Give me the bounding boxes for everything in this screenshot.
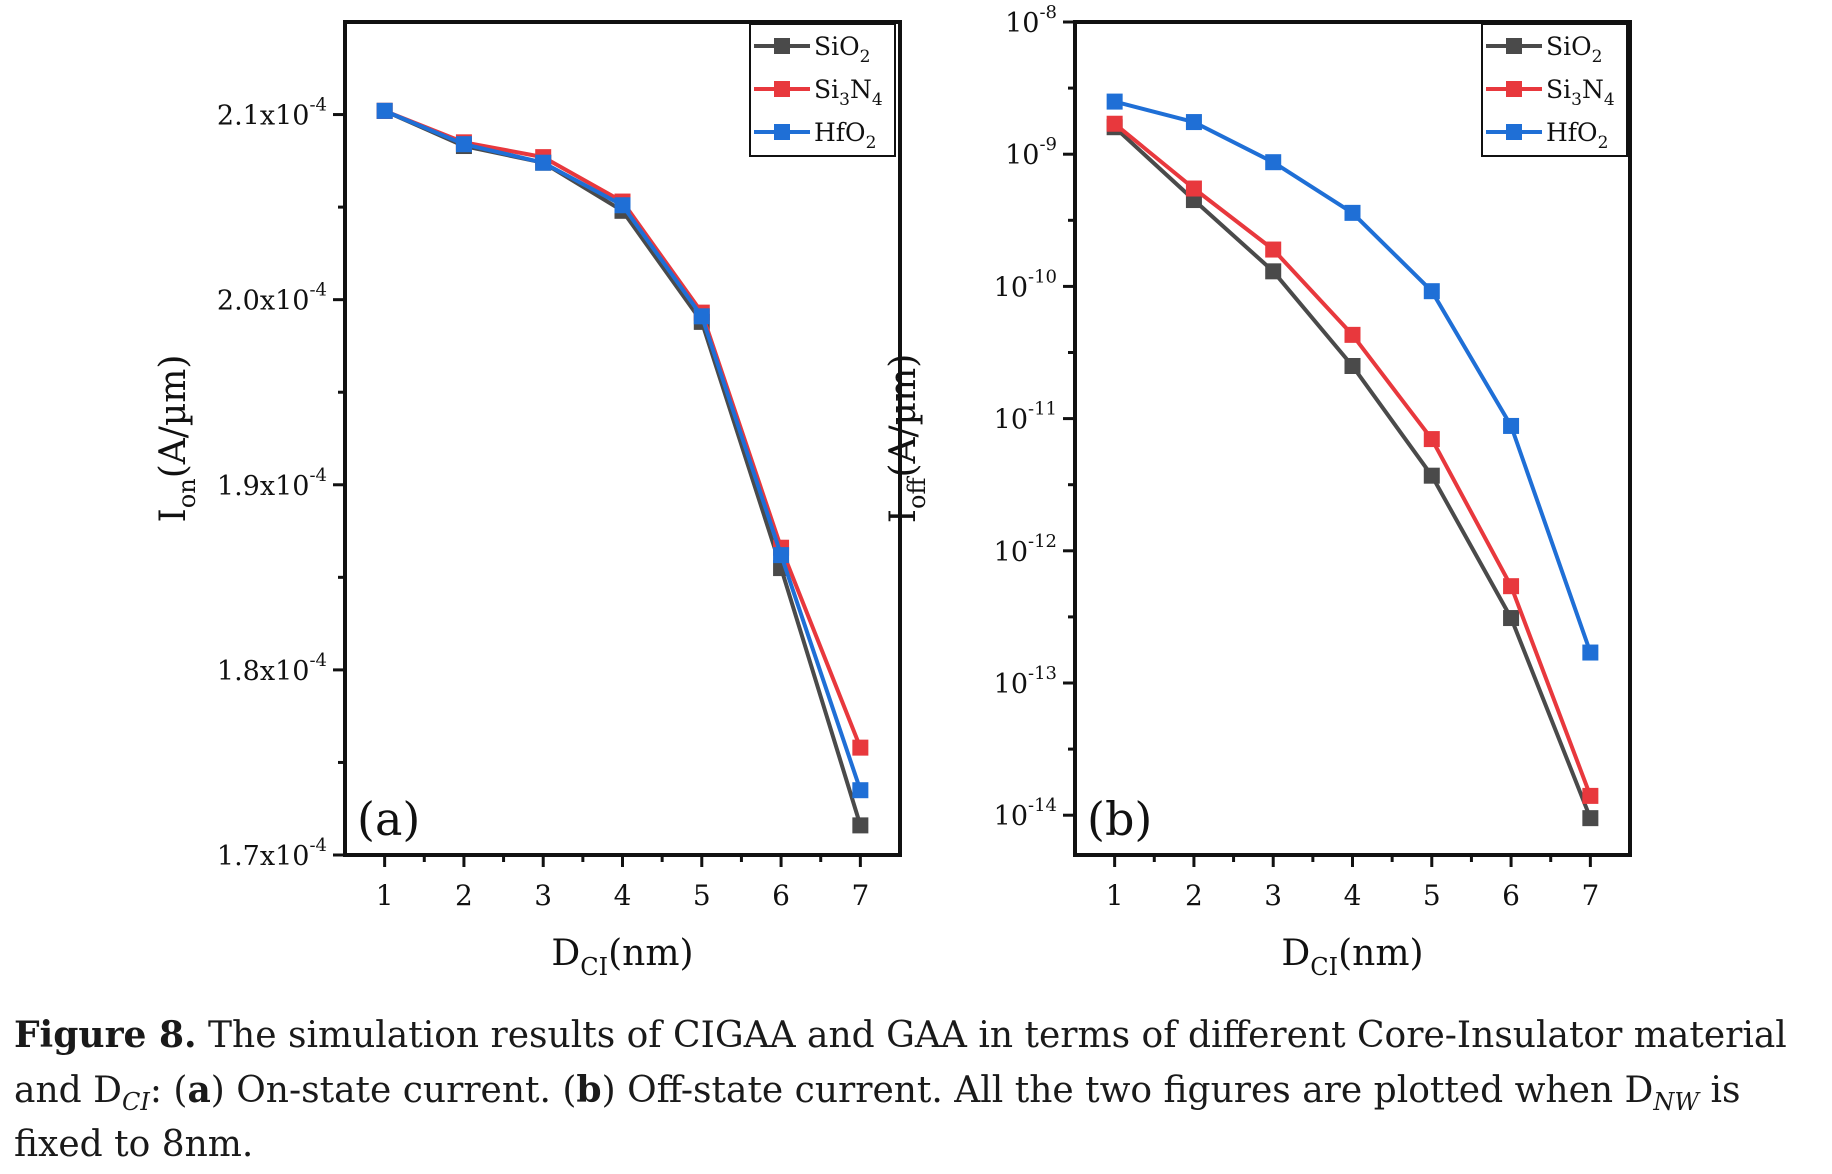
legend-marker xyxy=(1506,124,1522,140)
x-tick-label: 6 xyxy=(1502,879,1520,912)
data-point xyxy=(1423,467,1440,484)
data-point xyxy=(1503,417,1520,434)
x-tick-label: 1 xyxy=(376,879,394,912)
caption-bold-b: b xyxy=(576,1069,602,1111)
x-tick-label: 6 xyxy=(772,879,790,912)
chart-panel-a: 1 2 3 4 5 6 7 1.7x10-4 1.8x10-4 1.9x10-4 2.0x10-4 2… xyxy=(153,20,902,981)
data-point xyxy=(535,154,552,171)
legend: SiO2 Si3N4 HfO2 xyxy=(1481,23,1628,157)
legend-marker xyxy=(1506,81,1522,97)
x-tick-label: 3 xyxy=(1264,879,1282,912)
data-point xyxy=(1423,431,1440,448)
x-tick-label: 4 xyxy=(1344,879,1362,912)
x-tick-label: 3 xyxy=(534,879,552,912)
x-tick-label: 2 xyxy=(455,879,473,912)
data-point xyxy=(852,817,869,834)
data-point xyxy=(852,739,869,756)
legend: SiO2 Si3N4 HfO2 xyxy=(749,23,896,157)
data-point xyxy=(1582,644,1599,661)
caption-text-2: : ( xyxy=(149,1070,188,1111)
figure-8: 1 2 3 4 5 6 7 1.7x10-4 1.8x10-4 1.9x10-4 2.0x10-4 2… xyxy=(153,2,1632,981)
y-tick-label: 10-11 xyxy=(994,399,1057,436)
data-point xyxy=(1265,154,1282,171)
data-point xyxy=(1185,180,1202,197)
data-point xyxy=(1423,283,1440,300)
x-tick-label: 4 xyxy=(614,879,632,912)
data-point xyxy=(1106,115,1123,132)
panel-label: (a) xyxy=(357,792,420,846)
caption-text-5: is fixed to 8nm. xyxy=(14,1070,1741,1165)
caption-text-1: The simulation results of CIGAA and GAA … xyxy=(14,1015,1787,1111)
y-tick-label: 10-14 xyxy=(994,795,1057,832)
data-point xyxy=(1344,204,1361,221)
chart-panel-b: 1 2 3 4 5 6 7 10-14 10-13 10-12 10-11 10-10 10-9 10-8… xyxy=(883,2,1632,981)
legend-marker xyxy=(774,38,790,54)
legend-label: Si3N4 xyxy=(1546,75,1615,110)
data-point xyxy=(1582,810,1599,827)
series-SiO2 xyxy=(1106,119,1599,827)
data-point xyxy=(1265,263,1282,280)
x-tick-label: 2 xyxy=(1185,879,1203,912)
series-line xyxy=(1113,122,1593,797)
legend-label: HfO2 xyxy=(1546,118,1608,153)
data-point xyxy=(455,136,472,153)
y-tick-label: 1.7x10-4 xyxy=(217,835,327,872)
x-axis-label: DCI(nm) xyxy=(551,933,693,981)
y-tick-label: 10-9 xyxy=(1005,134,1057,171)
legend-label: SiO2 xyxy=(814,32,870,67)
y-tick-label: 1.8x10-4 xyxy=(217,650,327,687)
x-tick-label: 7 xyxy=(1581,879,1599,912)
y-tick-label: 10-10 xyxy=(994,266,1057,303)
y-axis-label: Ion(A/µm) xyxy=(153,355,201,523)
series-HfO2 xyxy=(1106,93,1599,661)
legend-marker xyxy=(774,81,790,97)
y-axis-label: Ioff(A/µm) xyxy=(883,354,931,523)
caption-sub-ci: CI xyxy=(122,1088,150,1116)
data-point xyxy=(1503,610,1520,627)
caption-sub-nw: NW xyxy=(1653,1088,1700,1116)
legend-label: HfO2 xyxy=(814,118,876,153)
legend-marker xyxy=(774,124,790,140)
data-point xyxy=(1344,357,1361,374)
data-point xyxy=(1344,326,1361,343)
data-point xyxy=(1582,787,1599,804)
panel-label: (b) xyxy=(1087,792,1152,846)
y-tick-label: 1.9x10-4 xyxy=(217,465,327,502)
x-tick-label: 7 xyxy=(851,879,869,912)
y-tick-label: 2.1x10-4 xyxy=(217,95,327,132)
caption-figure-number: Figure 8. xyxy=(14,1014,197,1056)
data-point xyxy=(852,782,869,799)
data-point xyxy=(376,102,393,119)
data-point xyxy=(1185,114,1202,131)
data-point xyxy=(1503,578,1520,595)
x-axis-label: DCI(nm) xyxy=(1281,933,1423,981)
series-Si3N4 xyxy=(1106,115,1599,804)
legend-label: SiO2 xyxy=(1546,32,1602,67)
y-tick-label: 10-13 xyxy=(994,663,1057,700)
legend-marker xyxy=(1506,38,1522,54)
legend-label: Si3N4 xyxy=(814,75,883,110)
y-tick-label: 10-8 xyxy=(1005,2,1057,39)
data-point xyxy=(1265,241,1282,258)
data-point xyxy=(614,197,631,214)
x-tick-label: 5 xyxy=(1423,879,1441,912)
caption-text-4: ) Off-state current. All the two figures… xyxy=(601,1070,1654,1111)
caption-bold-a: a xyxy=(187,1069,211,1111)
data-point xyxy=(773,547,790,564)
y-tick-label: 10-12 xyxy=(994,531,1057,568)
caption-text-3: ) On-state current. ( xyxy=(210,1070,577,1111)
data-point xyxy=(693,308,710,325)
y-tick-label: 2.0x10-4 xyxy=(217,280,327,317)
data-point xyxy=(1106,93,1123,110)
x-tick-label: 1 xyxy=(1106,879,1124,912)
series-line xyxy=(1113,125,1593,819)
figure-caption: Figure 8. The simulation results of CIGA… xyxy=(14,1008,1824,1172)
series-HfO2 xyxy=(376,102,869,799)
x-tick-label: 5 xyxy=(693,879,711,912)
